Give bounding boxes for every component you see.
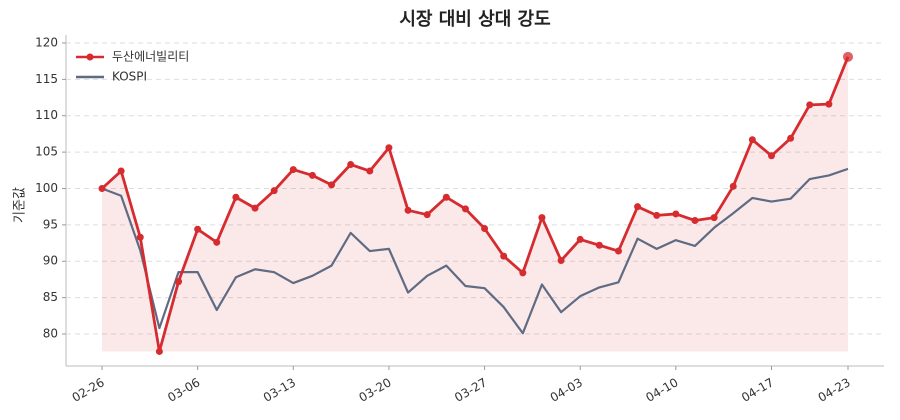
y-tick-label: 95 (43, 217, 58, 231)
marker (787, 134, 795, 142)
marker (634, 203, 642, 211)
marker (232, 193, 240, 201)
marker (461, 205, 469, 213)
marker (442, 193, 450, 201)
y-tick-label: 85 (43, 290, 58, 304)
marker (136, 233, 144, 241)
y-tick-label: 90 (43, 254, 58, 268)
marker (328, 181, 336, 189)
y-tick-label: 100 (35, 181, 58, 195)
x-tick-label: 04-23 (816, 375, 853, 405)
marker (194, 225, 202, 233)
marker (289, 166, 297, 174)
y-tick-label: 80 (43, 326, 58, 340)
marker (366, 167, 374, 175)
line (101, 56, 850, 353)
marker (806, 101, 814, 109)
x-tick-label: 04-03 (548, 375, 585, 405)
marker (175, 278, 183, 286)
marker (213, 238, 221, 246)
marker (308, 171, 316, 179)
x-tick-label: 03-20 (357, 375, 394, 405)
x-tick-label: 04-10 (643, 375, 680, 405)
x-tick-label: 02-26 (70, 375, 107, 405)
marker (767, 152, 775, 160)
marker (500, 252, 508, 260)
area (102, 56, 848, 352)
marker (270, 187, 278, 195)
marker (423, 211, 431, 219)
marker (825, 100, 833, 108)
x-tick-label: 03-13 (261, 375, 298, 405)
marker (614, 247, 622, 255)
marker (557, 257, 565, 265)
marker (98, 184, 106, 192)
marker (748, 136, 756, 144)
marker (691, 217, 699, 225)
marker (385, 144, 393, 152)
marker (117, 167, 125, 175)
marker (519, 269, 527, 277)
legend-label: 두산에너빌리티 (112, 50, 189, 64)
y-tick-label: 105 (35, 145, 58, 159)
x-tick-label: 03-06 (165, 375, 202, 405)
marker (595, 241, 603, 249)
y-tick-label: 110 (35, 108, 58, 122)
legend-marker (86, 53, 94, 61)
y-tick-label: 120 (35, 36, 58, 50)
marker (481, 225, 489, 233)
marker (729, 182, 737, 190)
y-axis-label: 기준값 (13, 187, 28, 223)
marker (672, 210, 680, 218)
marker (347, 160, 355, 168)
marker (155, 347, 163, 355)
chart-title: 시장 대비 상대 강도 (399, 9, 550, 30)
x-tick-label: 03-27 (452, 375, 489, 405)
marker (404, 206, 412, 214)
legend-label: KOSPI (112, 70, 147, 84)
marker (251, 204, 259, 212)
line (101, 167, 849, 335)
y-tick-label: 115 (35, 72, 58, 86)
marker (843, 51, 853, 62)
x-tick-label: 04-17 (739, 375, 776, 405)
marker (710, 214, 718, 222)
marker (576, 235, 584, 243)
marker (538, 214, 546, 222)
marker (653, 211, 661, 219)
